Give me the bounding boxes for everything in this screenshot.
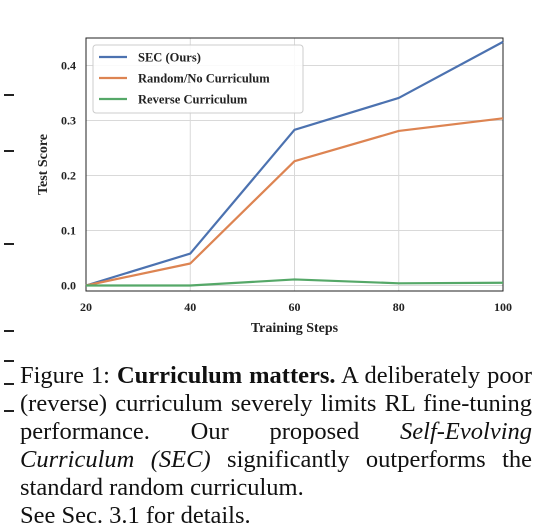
y-axis-label: Test Score xyxy=(36,134,51,195)
caption-text-1: A deliberately poor (reverse) curriculum… xyxy=(20,362,532,445)
caption-bold-title: Curriculum matters. xyxy=(116,362,336,389)
x-tick-label: 60 xyxy=(289,300,301,314)
y-tick-label: 0.0 xyxy=(61,279,76,293)
line-chart: 20 40 60 80 100 0.0 0.1 0.2 0.3 0.4 Training Steps… xyxy=(36,37,512,336)
x-tick-label: 80 xyxy=(393,300,405,314)
series-line xyxy=(85,40,504,287)
figure-number: Figure 1: xyxy=(20,362,110,389)
legend-label: SEC (Ours) xyxy=(138,51,201,65)
series-line xyxy=(85,117,504,287)
caption-italic-method: Self-Evolving Curriculum (SEC) xyxy=(20,418,533,473)
legend-label: Random/No Curriculum xyxy=(138,72,270,86)
x-tick-label: 40 xyxy=(184,300,196,314)
y-tick-label: 0.4 xyxy=(61,59,76,73)
x-tick-label: 20 xyxy=(80,300,92,314)
figure-caption: Figure 1: Curriculum matters. A delibera… xyxy=(20,362,532,530)
x-axis-label: Training Steps xyxy=(251,321,339,336)
legend-label: Reverse Curriculum xyxy=(138,93,248,107)
series-line xyxy=(86,278,504,287)
caption-text-2: significantly outperforms the standard r… xyxy=(20,446,532,501)
legend-box xyxy=(92,44,304,114)
plot-frame xyxy=(85,37,504,292)
y-tick-label: 0.2 xyxy=(61,169,76,183)
y-tick-label: 0.1 xyxy=(61,224,76,238)
y-tick-label: 0.3 xyxy=(61,114,76,128)
caption-tail: See Sec. 3.1 for details. xyxy=(20,502,251,529)
margin-line-marks xyxy=(0,0,20,532)
x-tick-label: 100 xyxy=(494,300,512,314)
